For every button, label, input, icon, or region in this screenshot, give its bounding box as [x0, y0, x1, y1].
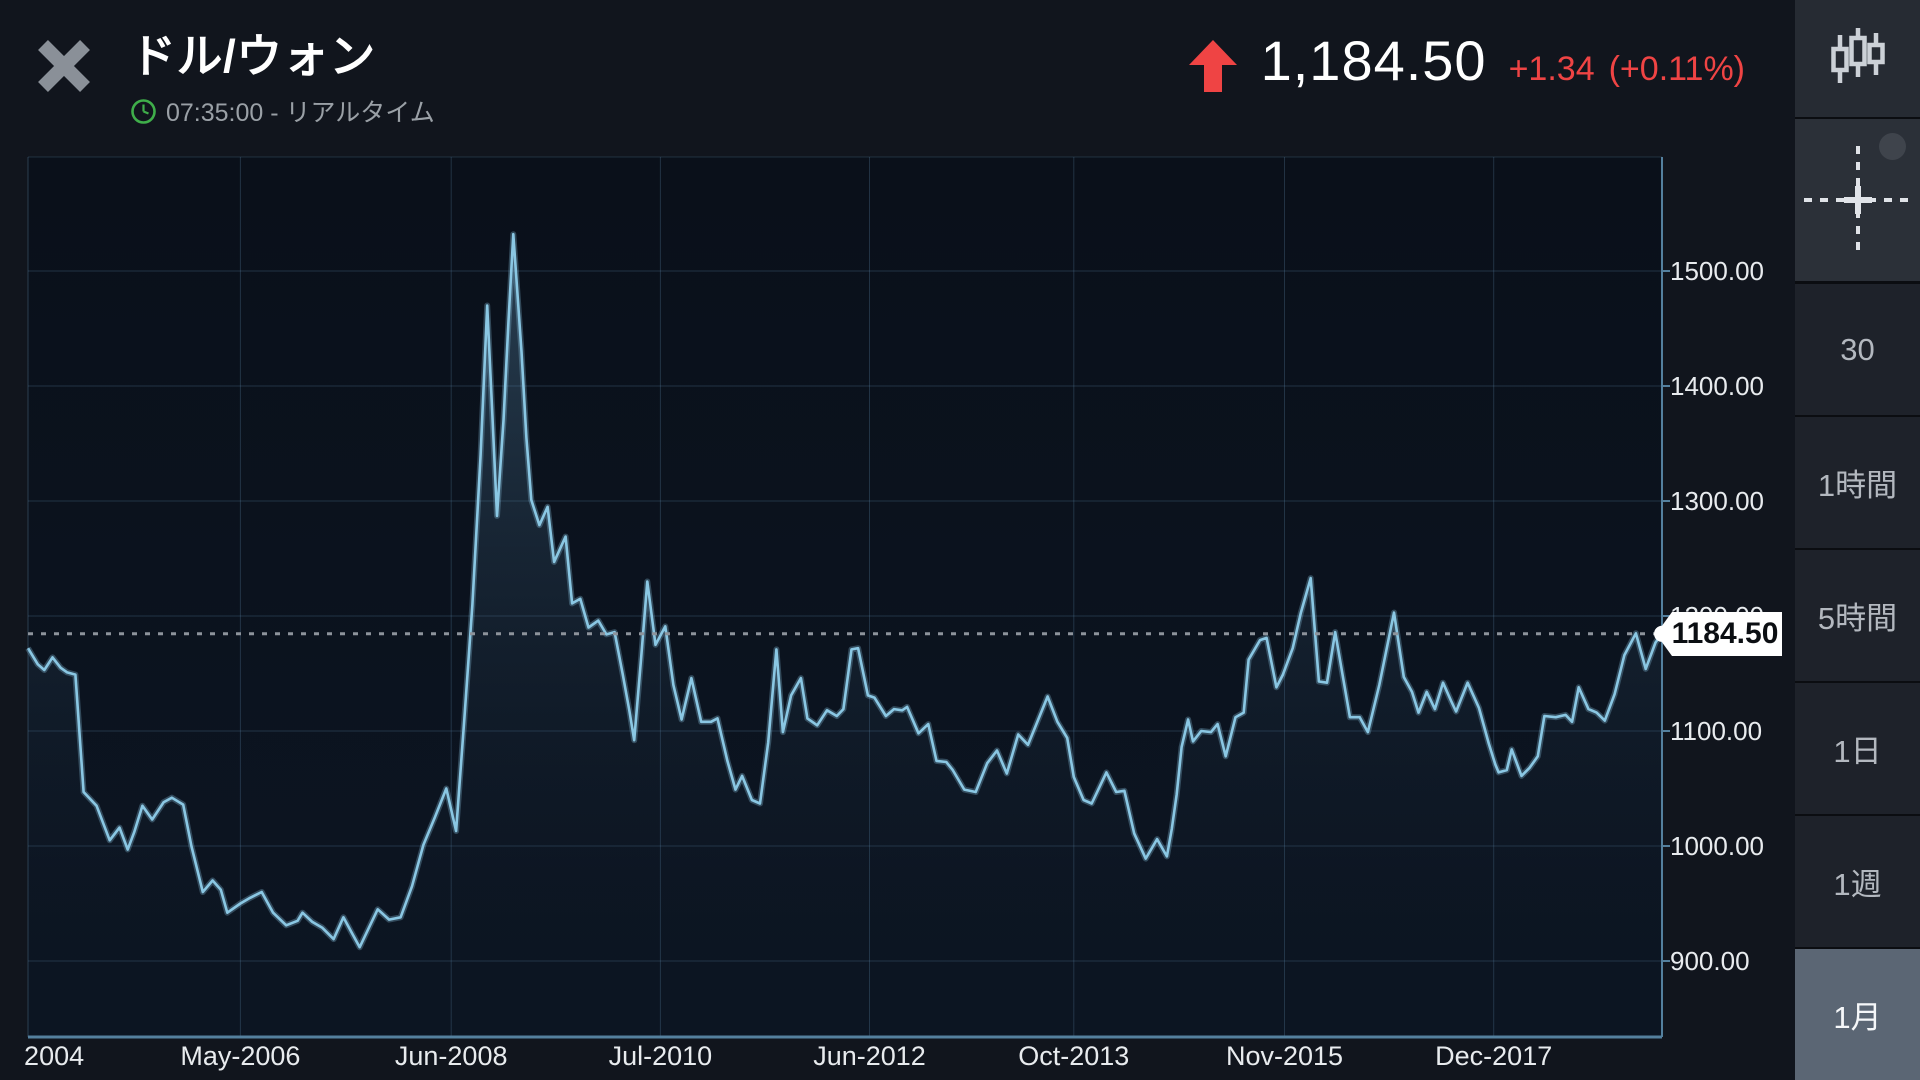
area-fill [28, 234, 1662, 1037]
x-axis-label: Nov-2015 [1226, 1041, 1343, 1071]
chart-type-button[interactable] [1795, 0, 1920, 117]
clock-icon [131, 98, 156, 124]
current-price-tag-value: 1184.50 [1671, 617, 1779, 650]
timeframe-label: 1日 [1833, 734, 1882, 769]
x-axis-label: Jun-2008 [395, 1041, 508, 1071]
up-arrow-icon [1188, 39, 1237, 92]
price-change-percent: (+0.11%) [1608, 50, 1745, 88]
price-line [26, 232, 1664, 949]
x-axis-label: Oct-2013 [1018, 1041, 1129, 1071]
candlestick-chart-icon [1830, 27, 1885, 83]
close-button[interactable] [34, 36, 94, 96]
timeframe-label: 1時間 [1817, 468, 1898, 503]
page-title: ドル/ウォン [130, 30, 376, 82]
x-axis-label: May-2006 [180, 1041, 300, 1071]
close-icon [38, 40, 90, 92]
notification-dot [1879, 133, 1906, 160]
timeframe-30m[interactable]: 30 [1795, 284, 1920, 415]
timeframe-1h[interactable]: 1時間 [1795, 417, 1920, 548]
crosshair-icon [1803, 146, 1912, 254]
x-axis-label: Dec-2017 [1435, 1041, 1552, 1071]
current-price: 1,184.50 [1260, 29, 1487, 92]
sidebar: 30 1時間 5時間 1日 1週 1月 [1795, 0, 1920, 1080]
current-price-tag: 1184.50 [1656, 612, 1782, 656]
x-axis-label: Jun-2012 [813, 1041, 926, 1071]
y-axis-label: 1500.00 [1670, 256, 1764, 286]
timeframe-label: 1月 [1833, 1000, 1882, 1035]
y-axis-label: 1100.00 [1670, 716, 1762, 746]
realtime-status: 07:35:00 - リアルタイム [130, 93, 435, 129]
x-axis-label: 2004 [24, 1041, 84, 1071]
y-axis-label: 1300.00 [1670, 486, 1764, 516]
instrument-header: ドル/ウォン 07:35:00 - リアルタイム [130, 20, 435, 129]
price-block: 1,184.50 +1.34 (+0.11%) [1188, 28, 1745, 93]
timeframe-label: 30 [1840, 331, 1875, 367]
crosshair-button[interactable] [1795, 119, 1920, 281]
timeframe-1d[interactable]: 1日 [1795, 683, 1920, 814]
timeframe-1mo[interactable]: 1月 [1795, 949, 1920, 1080]
price-change: +1.34 [1508, 50, 1595, 88]
timeframe-label: 1週 [1833, 867, 1882, 902]
timeframe-label: 5時間 [1817, 601, 1898, 636]
timestamp: 07:35:00 - リアルタイム [166, 99, 435, 127]
timeframe-1w[interactable]: 1週 [1795, 816, 1920, 947]
y-axis-label: 1000.00 [1670, 831, 1764, 861]
chart-panel: ドル/ウォン 07:35:00 - リアルタイム 1,184.50 +1.34 … [0, 20, 1795, 1080]
x-axis-label: Jul-2010 [609, 1041, 713, 1071]
y-axis-label: 1400.00 [1670, 371, 1764, 401]
price-chart[interactable]: 1500.001400.001300.001200.001100.001000.… [0, 128, 1795, 1080]
timeframe-5h[interactable]: 5時間 [1795, 550, 1920, 681]
y-axis-label: 900.00 [1670, 946, 1750, 976]
